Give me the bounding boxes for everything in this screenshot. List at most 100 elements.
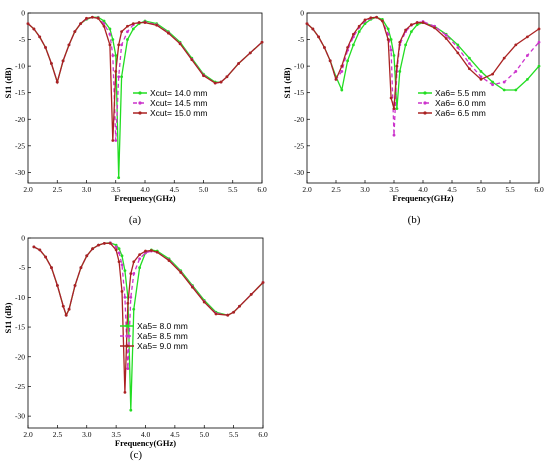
data-point — [120, 254, 124, 258]
data-point — [386, 38, 390, 41]
y-tick-label: -5 — [19, 35, 25, 44]
data-point — [514, 43, 518, 47]
x-tick-label: 5.5 — [229, 430, 239, 439]
data-point — [261, 281, 265, 284]
data-point — [102, 241, 106, 245]
data-point — [323, 46, 326, 49]
data-point — [395, 107, 399, 111]
chart-panel-c: 2.0 2.5 3.0 3.5 4.0 4.5 5.0 5.5 6.0 0 -5 -10 -15 -20 -… — [3, 234, 268, 462]
data-point — [398, 40, 402, 44]
data-point — [79, 22, 83, 26]
data-point — [491, 80, 494, 84]
data-point — [514, 70, 518, 73]
data-point — [389, 48, 393, 52]
data-point — [117, 247, 121, 251]
data-point — [117, 43, 121, 47]
data-point — [143, 21, 147, 24]
data-point — [214, 312, 218, 316]
x-axis-label: Frequency(GHz) — [114, 193, 175, 203]
data-point — [340, 70, 344, 73]
x-tick-label: 2.5 — [53, 185, 63, 194]
data-point — [117, 176, 121, 180]
x-tick-label: 2.5 — [53, 430, 63, 439]
data-point — [369, 16, 373, 20]
series-line-1 — [27, 16, 263, 178]
data-point — [120, 30, 123, 33]
legend-entry: Xcut= 15.0 mm — [150, 108, 207, 118]
data-point — [44, 255, 48, 259]
data-point — [202, 300, 206, 304]
data-point — [537, 40, 541, 44]
data-point — [126, 367, 130, 371]
data-point — [108, 241, 112, 245]
data-point — [120, 43, 123, 47]
data-point — [73, 30, 77, 33]
data-point — [132, 260, 136, 264]
data-point — [102, 19, 106, 23]
data-point — [117, 260, 121, 264]
data-point — [363, 22, 367, 26]
data-point — [537, 64, 541, 68]
data-point — [491, 72, 494, 76]
data-point — [179, 271, 183, 274]
data-point — [126, 30, 129, 33]
data-point — [346, 59, 349, 63]
x-tick-label: 3.5 — [389, 185, 399, 194]
legend-entry: Xa6= 6.0 mm — [435, 98, 486, 108]
x-tick-label: 5.5 — [228, 185, 238, 194]
data-point — [219, 80, 223, 84]
data-point — [346, 46, 349, 49]
data-point — [444, 33, 448, 37]
legend-entry: Xcut= 14.0 mm — [150, 88, 207, 98]
y-tick-label: -20 — [294, 115, 304, 124]
data-point — [126, 24, 129, 28]
data-point — [61, 59, 65, 63]
legend-marker — [423, 91, 427, 95]
data-point — [32, 27, 36, 31]
data-point — [404, 43, 407, 47]
data-point — [352, 43, 355, 47]
y-axis-label: S11 (dB) — [3, 67, 13, 98]
data-point — [167, 31, 170, 35]
y-tick-label: -10 — [15, 293, 25, 302]
data-point — [502, 56, 506, 60]
plot-frame — [306, 12, 540, 184]
data-point — [111, 139, 115, 142]
data-point — [178, 42, 182, 46]
data-point — [126, 38, 129, 41]
data-point — [526, 35, 529, 39]
data-point — [386, 27, 390, 31]
y-tick-label: -25 — [15, 141, 25, 150]
y-tick-label: -5 — [298, 35, 304, 44]
x-axis-label: Frequency(GHz) — [115, 438, 176, 448]
data-point — [108, 43, 112, 47]
data-point — [392, 54, 396, 57]
data-point — [138, 253, 142, 257]
x-tick-label: 5.0 — [200, 430, 210, 439]
data-point — [120, 263, 124, 267]
data-point — [96, 16, 100, 20]
data-point — [213, 81, 217, 85]
data-point — [226, 313, 230, 317]
data-point — [38, 248, 42, 252]
data-point — [479, 70, 483, 73]
data-point — [357, 24, 361, 28]
data-point — [514, 88, 518, 92]
data-point — [114, 70, 118, 73]
x-tick-label: 3.0 — [360, 185, 370, 194]
legend-marker — [423, 111, 427, 115]
data-point — [111, 38, 115, 41]
data-point — [79, 266, 83, 270]
panel-caption: (a) — [129, 214, 142, 226]
data-point — [114, 245, 118, 249]
data-point — [415, 21, 419, 24]
y-tick-label: -20 — [15, 352, 25, 361]
data-point — [491, 83, 494, 87]
x-axis-label: Frequency(GHz) — [392, 193, 453, 203]
data-point — [132, 307, 136, 311]
data-point — [468, 56, 471, 60]
x-tick-label: 4.0 — [141, 430, 151, 439]
y-tick-label: -20 — [15, 115, 25, 124]
data-point — [392, 133, 396, 137]
